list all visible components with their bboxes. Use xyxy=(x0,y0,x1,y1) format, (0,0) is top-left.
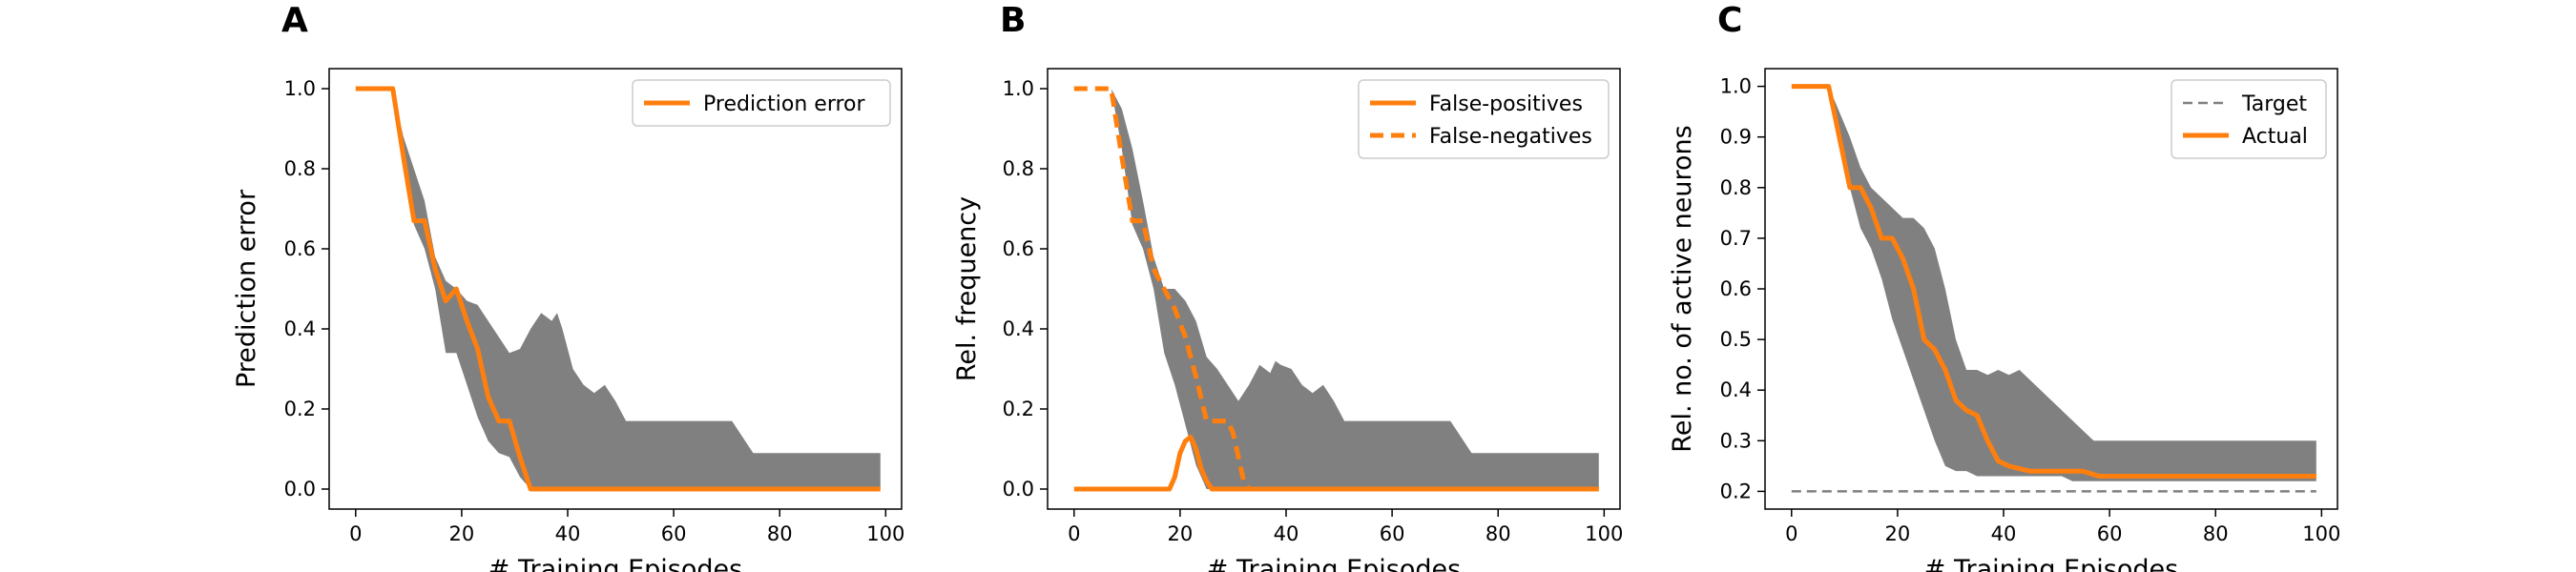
x-tick-label-b-40: 40 xyxy=(1274,522,1299,545)
x-tick-label-a-60: 60 xyxy=(661,522,687,545)
axes-frame-a xyxy=(328,68,903,510)
y-tick-label-b-1: 0.2 xyxy=(1003,398,1034,420)
range-band-b xyxy=(1073,89,1599,489)
legend-box-c xyxy=(2171,79,2327,159)
panel-b: 0 20 40 60 80 100 0.0 0.2 0.4 0.6 0.8 1.0 # Training… xyxy=(952,1,1623,572)
y-tick-label-a-3: 0.6 xyxy=(284,237,316,260)
y-axis-title-a: Prediction error xyxy=(232,189,261,388)
x-tick-label-c-60: 60 xyxy=(2097,522,2123,545)
x-tick-label-b-60: 60 xyxy=(1380,522,1405,545)
panel-letter-a: A xyxy=(281,1,308,40)
x-tick-label-a-0: 0 xyxy=(349,522,362,545)
x-tick-label-a-80: 80 xyxy=(767,522,793,545)
panel-a: 0 20 40 60 80 100 0.0 0.2 0.4 0.6 0.8 1.0 # Training… xyxy=(232,1,904,572)
y-tick-label-b-2: 0.4 xyxy=(1003,317,1034,340)
series-line-a-1 xyxy=(355,86,881,492)
x-tick-label-a-20: 20 xyxy=(449,522,475,545)
x-tick-label-b-80: 80 xyxy=(1485,522,1511,545)
y-axis-title-b: Rel. frequency xyxy=(952,196,982,381)
y-tick-label-a-4: 0.8 xyxy=(284,157,316,180)
x-axis-title-b: # Training Episodes xyxy=(1207,555,1461,572)
panel-letter-b: B xyxy=(1000,1,1026,40)
range-band-a xyxy=(355,89,881,489)
legend-label-a-1: Prediction error xyxy=(703,92,865,116)
x-axis-title-a: # Training Episodes xyxy=(488,555,742,572)
legend-box-b xyxy=(1358,79,1610,159)
y-tick-label-c-5: 0.7 xyxy=(1720,227,1752,250)
x-tick-label-c-100: 100 xyxy=(2302,522,2340,545)
y-tick-label-b-4: 0.8 xyxy=(1003,157,1034,180)
series-line-b-2 xyxy=(1073,86,1599,492)
x-tick-label-b-20: 20 xyxy=(1168,522,1194,545)
y-tick-label-b-0: 0.0 xyxy=(1003,478,1034,500)
y-tick-label-c-2: 0.4 xyxy=(1720,378,1752,401)
x-tick-label-c-0: 0 xyxy=(1785,522,1797,545)
y-axis-title-c: Rel. no. of active neurons xyxy=(1668,125,1697,452)
x-tick-label-c-40: 40 xyxy=(1991,522,2017,545)
range-band-c xyxy=(1791,86,2316,481)
y-tick-label-c-1: 0.3 xyxy=(1720,429,1752,452)
x-tick-label-a-40: 40 xyxy=(555,522,581,545)
y-tick-label-a-1: 0.2 xyxy=(284,398,316,420)
series-line-c-2 xyxy=(1791,84,2316,479)
x-axis-title-c: # Training Episodes xyxy=(1924,555,2178,572)
y-tick-label-b-5: 1.0 xyxy=(1003,77,1034,100)
x-tick-label-c-20: 20 xyxy=(1885,522,1911,545)
y-tick-label-c-6: 0.8 xyxy=(1720,176,1752,199)
x-tick-label-a-100: 100 xyxy=(866,522,904,545)
y-tick-label-c-7: 0.9 xyxy=(1720,126,1752,149)
legend-label-c-2: Actual xyxy=(2242,125,2308,149)
y-tick-label-c-4: 0.6 xyxy=(1720,277,1752,300)
panel-letter-c: C xyxy=(1717,1,1742,40)
legend-a: Prediction error xyxy=(632,79,891,127)
panel-c: 0 20 40 60 80 100 0.2 0.3 0.4 0.5 0.6 0.7 0.8 0.9 1.0 #… xyxy=(1668,1,2340,572)
y-tick-label-a-2: 0.4 xyxy=(284,317,316,340)
y-tick-label-c-3: 0.5 xyxy=(1720,328,1752,351)
x-tick-label-b-100: 100 xyxy=(1585,522,1623,545)
y-tick-label-c-0: 0.2 xyxy=(1720,480,1752,502)
x-tick-label-b-0: 0 xyxy=(1068,522,1080,545)
y-tick-label-a-5: 1.0 xyxy=(284,77,316,100)
legend-label-b-2: False-negatives xyxy=(1429,125,1592,149)
x-tick-label-c-80: 80 xyxy=(2203,522,2229,545)
legend-label-b-1: False-positives xyxy=(1429,92,1583,116)
y-tick-label-c-8: 1.0 xyxy=(1720,75,1752,98)
y-tick-label-b-3: 0.6 xyxy=(1003,237,1034,260)
y-tick-label-a-0: 0.0 xyxy=(284,478,316,500)
legend-label-c-1: Target xyxy=(2241,92,2307,116)
legend-box-a xyxy=(632,79,891,127)
axes-frame-b xyxy=(1047,68,1621,510)
legend-c: Target Actual xyxy=(2171,79,2327,159)
legend-b: False-positives False-negatives xyxy=(1358,79,1610,159)
